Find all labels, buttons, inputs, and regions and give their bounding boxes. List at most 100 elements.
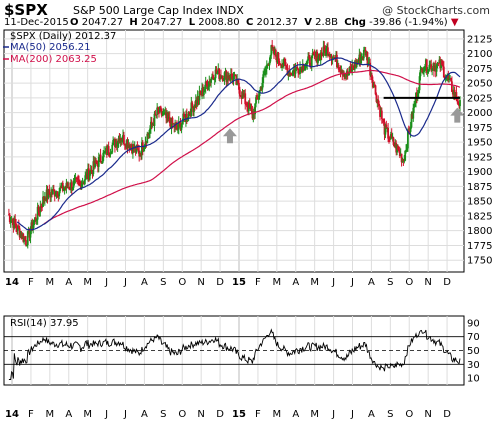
legend-price: $SPX (Daily) 2012.37 (10, 31, 116, 42)
x-tick-label: A (368, 277, 375, 288)
candle-body (422, 72, 425, 74)
x-tick-label: N (197, 409, 204, 420)
candle-body (237, 79, 239, 83)
candle-body (424, 68, 426, 71)
x-tick-label: A (292, 277, 299, 288)
candle-body (238, 89, 241, 96)
candle-body (404, 150, 407, 161)
candle-body (88, 173, 91, 180)
candle-body (450, 78, 452, 82)
x-tick-label: F (255, 409, 261, 420)
candle-body (352, 65, 354, 68)
candle-body (39, 206, 42, 213)
candle-body (265, 68, 267, 72)
x-tick-label: M (46, 277, 55, 288)
x-tick-label: 14 (5, 277, 19, 288)
candle-body (210, 79, 212, 83)
candle-body (211, 76, 214, 78)
candle-body (252, 111, 255, 119)
x-tick-label: O (405, 277, 413, 288)
candle-body (285, 65, 288, 68)
symbol-description: S&P 500 Large Cap Index INDX (73, 4, 244, 17)
y-tick-label: 1800 (467, 226, 492, 237)
x-tick-label: O (178, 409, 186, 420)
candle-body (101, 160, 104, 164)
candle-body (78, 180, 81, 182)
price-panel: 1750 1775 1800 1825 1850 1875 1900 1925 1950 1975… (3, 29, 492, 273)
candle-body (403, 160, 406, 162)
candle-body (180, 124, 183, 130)
y-tick-label: 1875 (467, 182, 492, 193)
candle-body (190, 102, 193, 116)
candle-body (48, 189, 51, 195)
candle-body (216, 72, 219, 74)
candle-body (355, 61, 358, 68)
candle-body (94, 160, 97, 168)
candle-body (174, 124, 177, 128)
candle-body (205, 81, 208, 85)
candle-body (423, 70, 425, 73)
high-value: 2047.27 (140, 17, 183, 28)
candle-body (171, 117, 174, 125)
candle-body (218, 68, 221, 79)
candle-body (256, 98, 259, 100)
candle-body (457, 101, 460, 105)
candle-body (149, 121, 152, 129)
rsi-panel: 10 30 50 70 90 (3, 315, 480, 386)
candle-body (76, 177, 79, 179)
candle-body (183, 113, 186, 117)
candle-body (262, 74, 265, 84)
candle-body (337, 64, 340, 70)
y-tick-label: 1825 (467, 211, 492, 222)
candle-body (146, 133, 149, 144)
y-tick-label: 2025 (467, 93, 492, 104)
candle-body (208, 81, 211, 87)
candle-body (161, 115, 164, 117)
candle-body (204, 81, 207, 90)
x-tick-label: A (292, 409, 299, 420)
change-value: -39.86 (-1.94%) (369, 17, 448, 28)
candle-body (372, 85, 375, 88)
candle-body (425, 59, 428, 73)
candle-body (177, 121, 180, 129)
candle-body (84, 175, 87, 181)
candle-body (397, 145, 399, 151)
candle-body (153, 113, 156, 126)
x-tick-label: A (65, 277, 72, 288)
candle-body (264, 71, 266, 73)
x-tick-label: M (273, 277, 282, 288)
rsi-tick-label: 90 (467, 318, 480, 329)
rsi-line (8, 328, 461, 380)
candle-body (143, 145, 146, 149)
candle-body (206, 84, 209, 90)
candle-body (176, 128, 179, 130)
candle-body (418, 76, 421, 91)
candle-body (455, 92, 458, 100)
candle-body (111, 144, 114, 153)
candle-body (374, 85, 377, 95)
y-tick-label: 1900 (467, 167, 492, 178)
legend-ma50: MA(50) 2056.21 (10, 42, 91, 53)
x-tick-label: D (216, 277, 224, 288)
symbol-title: $SPX (4, 1, 48, 19)
change-label: Chg (344, 17, 366, 28)
candle-body (270, 45, 273, 56)
candle-body (459, 100, 461, 107)
candle-body (223, 72, 226, 80)
candle-body (112, 140, 115, 145)
x-tick-label: J (104, 277, 108, 288)
candle-body (26, 231, 29, 245)
candle-body (312, 53, 315, 55)
candle-body (447, 75, 450, 80)
candle-body (182, 113, 185, 122)
candle-body (309, 57, 311, 66)
x-tick-label: J (104, 409, 108, 420)
candle-body (279, 63, 282, 65)
candle-body (258, 90, 261, 97)
candle-body (59, 187, 62, 192)
candle-body (248, 102, 251, 109)
candle-body (71, 187, 74, 190)
change-down-icon: ▼ (450, 17, 459, 28)
candle-body (193, 106, 195, 112)
